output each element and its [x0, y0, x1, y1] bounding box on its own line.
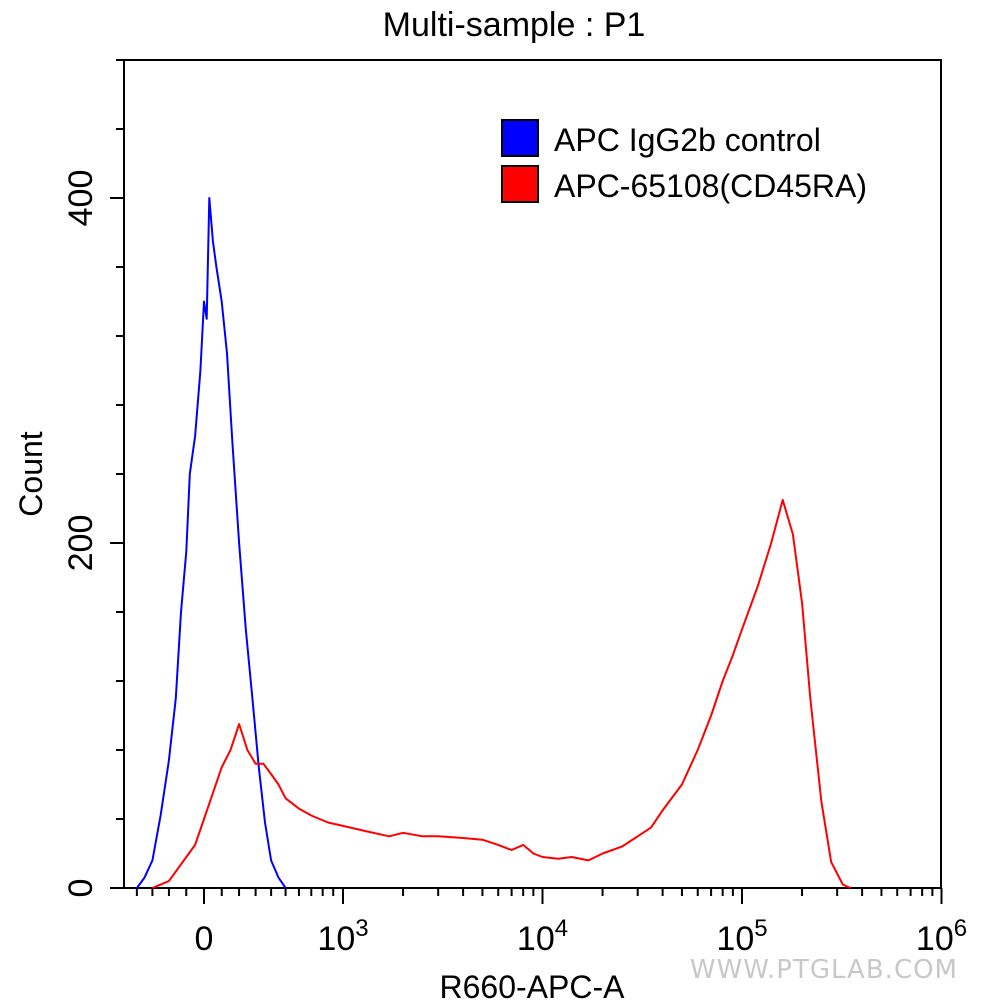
legend-swatch: [501, 165, 539, 203]
x-tick-label: 104: [517, 915, 568, 958]
legend: APC IgG2b control APC-65108(CD45RA): [501, 119, 867, 204]
series-line-2: [152, 498, 851, 889]
series-layer: [136, 197, 851, 889]
y-tick-label: 0: [62, 879, 100, 898]
y-axis-ticks: 0 200 400: [62, 59, 124, 898]
x-axis-ticks: 0 103 104 105 106: [135, 888, 967, 958]
y-tick-label: 400: [62, 170, 100, 227]
x-tick-label: 0: [195, 920, 214, 958]
x-axis-label: R660-APC-A: [440, 969, 626, 1005]
x-tick-label: 105: [716, 915, 767, 958]
series-line-1: [136, 197, 287, 889]
legend-label: APC IgG2b control: [554, 122, 821, 158]
x-tick-label: 103: [317, 915, 368, 958]
x-tick-label: 106: [916, 915, 967, 958]
y-axis-label: Count: [13, 431, 49, 517]
chart-title: Multi-sample : P1: [383, 6, 646, 44]
watermark: WWW.PTGLAB.COM: [690, 955, 958, 985]
y-tick-label: 200: [62, 515, 100, 572]
legend-swatch: [501, 119, 539, 157]
legend-label: APC-65108(CD45RA): [554, 168, 867, 204]
